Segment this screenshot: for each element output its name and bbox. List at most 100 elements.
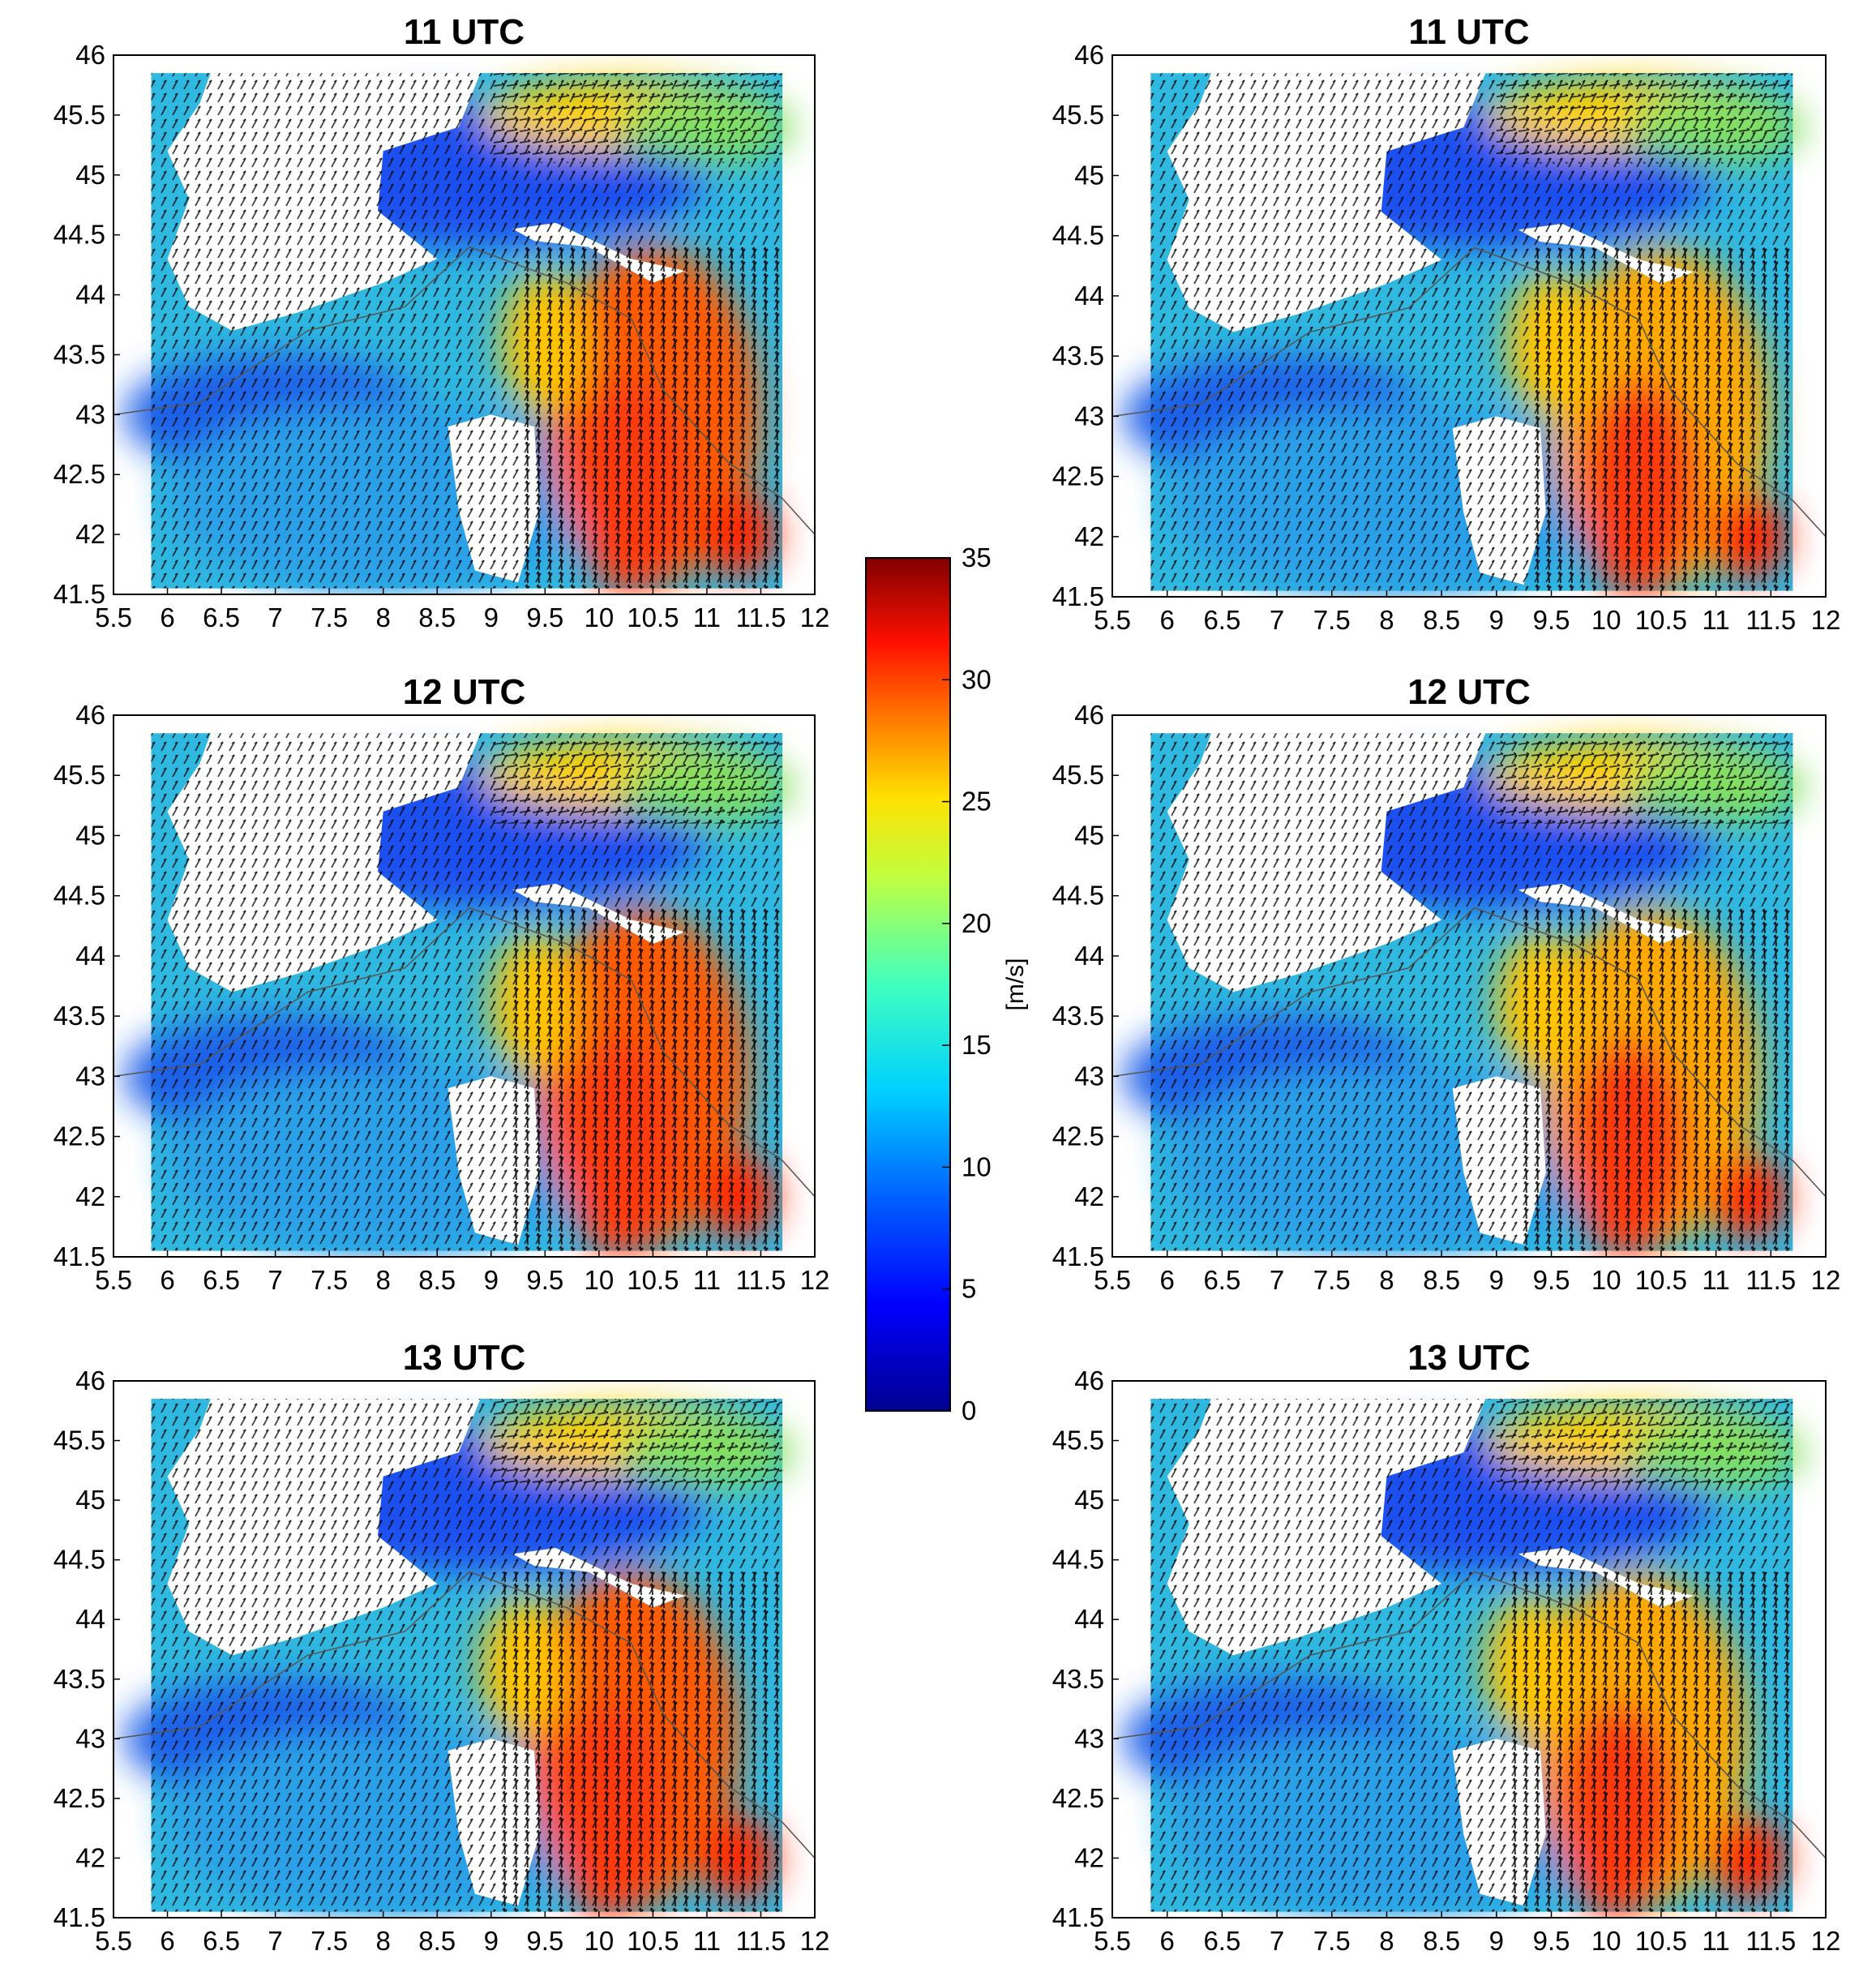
x-tick-label: 10.5 xyxy=(1635,605,1687,635)
x-tick-label: 9.5 xyxy=(1533,605,1570,635)
y-tick-label: 43.5 xyxy=(1052,1664,1104,1694)
x-tick-label: 11 xyxy=(693,602,721,632)
y-tick-label: 42 xyxy=(1074,1842,1104,1872)
x-tick-label: 10 xyxy=(584,1926,614,1956)
x-tick-label: 6.5 xyxy=(1203,1265,1240,1295)
wind-field xyxy=(1112,733,1826,1257)
x-tick-label: 7 xyxy=(268,1926,282,1956)
x-tick-label: 7.5 xyxy=(1313,605,1351,635)
x-tick-label: 9.5 xyxy=(526,602,563,632)
y-tick-label: 45 xyxy=(75,820,105,850)
y-tick-label: 44.5 xyxy=(1052,1545,1104,1575)
x-tick-label: 8 xyxy=(1379,1265,1394,1295)
x-tick-label: 10.5 xyxy=(1635,1265,1687,1295)
y-tick-label: 43.5 xyxy=(54,339,105,369)
y-tick-label: 44.5 xyxy=(54,881,105,911)
y-tick-label: 43 xyxy=(1074,401,1104,431)
x-tick-label: 8.5 xyxy=(418,602,456,632)
y-tick-label: 45.5 xyxy=(1052,760,1104,790)
x-tick-label: 6 xyxy=(1160,605,1175,635)
x-tick-label: 7.5 xyxy=(1313,1926,1351,1956)
y-tick-label: 42.5 xyxy=(54,1121,105,1151)
colorbar-tick-label: 10 xyxy=(962,1151,992,1181)
y-tick-label: 42 xyxy=(1074,521,1104,551)
x-tick-label: 5.5 xyxy=(95,1265,132,1295)
y-tick-label: 42.5 xyxy=(54,1783,105,1813)
axes-frame xyxy=(113,714,816,1258)
x-tick-label: 9 xyxy=(484,1265,499,1295)
x-tick-label: 12 xyxy=(800,1926,830,1956)
wind-vectors-north xyxy=(1496,733,1793,824)
coastline xyxy=(1112,1571,1826,1859)
y-tick-label: 44.5 xyxy=(54,220,105,250)
colorbar-tick-label: 5 xyxy=(962,1274,976,1304)
map-panel-5: 13 UTC 5.5 6 6.5 7 7.5 8 8.5 9 9.5 10 10.5 11 11.5 12 4… xyxy=(54,1338,830,1956)
panel-title: 12 UTC xyxy=(403,672,526,712)
colorbar-tick-label: 35 xyxy=(962,542,992,572)
map-panel-4: 12 UTC 5.5 6 6.5 7 7.5 8 8.5 9 9.5 10 10.5 11 11.5 12 4… xyxy=(1052,672,1841,1295)
x-tick-label: 7 xyxy=(1270,605,1284,635)
x-tick-label: 5.5 xyxy=(1094,1265,1131,1295)
coastline xyxy=(114,1571,815,1859)
x-tick-label: 9 xyxy=(484,1926,499,1956)
wind-vectors-north xyxy=(1496,73,1793,164)
x-tick-label: 11.5 xyxy=(1745,1265,1796,1295)
x-tick-label: 5.5 xyxy=(1094,605,1131,635)
x-tick-label: 5.5 xyxy=(1094,1926,1131,1956)
y-tick-label: 43.5 xyxy=(1052,341,1104,371)
x-tick-label: 6.5 xyxy=(1203,1926,1240,1956)
y-tick-label: 41.5 xyxy=(1052,581,1104,611)
y-tick-label: 43 xyxy=(75,1723,105,1753)
x-tick-label: 6 xyxy=(1160,1265,1175,1295)
y-tick-label: 44 xyxy=(75,280,105,310)
x-tick-label: 12 xyxy=(1811,605,1841,635)
axes-frame xyxy=(1111,54,1827,598)
x-tick-label: 6.5 xyxy=(203,1265,240,1295)
wind-vectors-jet xyxy=(502,1571,783,1912)
y-tick-label: 45 xyxy=(1074,160,1104,190)
coastline xyxy=(1112,247,1826,538)
y-tick-label: 45.5 xyxy=(54,760,105,790)
wind-vectors-jet xyxy=(512,907,783,1251)
wind-vectors-jet xyxy=(1529,247,1793,591)
wind-field xyxy=(114,733,815,1257)
y-tick-label: 43.5 xyxy=(1052,1001,1104,1031)
x-tick-label: 8.5 xyxy=(1423,1926,1460,1956)
x-tick-label: 8 xyxy=(1379,605,1394,635)
y-tick-label: 44 xyxy=(1074,1604,1104,1634)
x-tick-label: 10.5 xyxy=(627,1265,679,1295)
x-tick-label: 6 xyxy=(160,1265,174,1295)
colorbar-ticks: 0 5 10 15 20 25 30 35 xyxy=(942,542,992,1426)
colorbar-tick-label: 30 xyxy=(962,664,992,694)
colorbar-tick-label: 0 xyxy=(962,1396,976,1426)
wind-vectors-north xyxy=(490,73,783,163)
axes-frame xyxy=(1111,1380,1827,1919)
x-tick-label: 8.5 xyxy=(418,1926,456,1956)
x-tick-label: 9.5 xyxy=(526,1926,563,1956)
wind-field xyxy=(114,1399,815,1918)
x-tick-label: 7.5 xyxy=(311,1265,348,1295)
y-tick-label: 43 xyxy=(75,399,105,429)
x-tick-label: 5.5 xyxy=(95,602,132,632)
panel-title: 11 UTC xyxy=(404,12,525,52)
y-tick-label: 46 xyxy=(1074,1365,1104,1396)
x-tick-label: 11 xyxy=(1702,1265,1729,1295)
y-tick-label: 42.5 xyxy=(1052,461,1104,491)
y-tick-label: 41.5 xyxy=(54,1902,105,1932)
x-tick-label: 9.5 xyxy=(1533,1265,1570,1295)
x-tick-label: 10 xyxy=(584,602,614,632)
x-tick-label: 11 xyxy=(1702,1926,1729,1956)
x-tick-label: 8.5 xyxy=(1423,605,1460,635)
y-tick-label: 41.5 xyxy=(54,579,105,609)
y-tick-label: 42 xyxy=(75,1842,105,1872)
wind-field xyxy=(1112,1399,1826,1918)
x-tick-label: 11.5 xyxy=(736,1265,786,1295)
x-tick-label: 10 xyxy=(1591,1926,1621,1956)
x-tick-label: 12 xyxy=(1811,1926,1841,1956)
x-tick-label: 10.5 xyxy=(627,1926,679,1956)
y-tick-label: 43 xyxy=(75,1061,105,1091)
y-tick-label: 45.5 xyxy=(1052,1426,1104,1456)
y-tick-label: 42.5 xyxy=(54,459,105,489)
x-tick-label: 7 xyxy=(1270,1926,1284,1956)
